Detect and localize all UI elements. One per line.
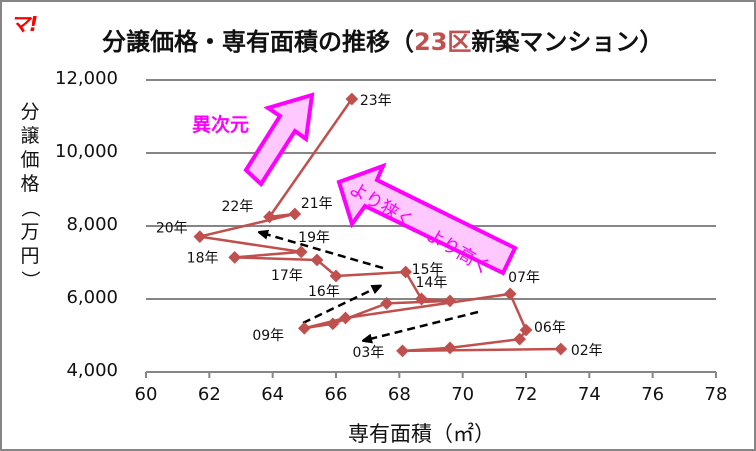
y-axis-label: 分譲価格（万円）	[19, 101, 41, 290]
data-point-label: 07年	[508, 270, 540, 286]
data-point-label: 17年	[271, 268, 303, 284]
title-suffix: 新築マンション）	[471, 28, 664, 56]
data-point-marker	[310, 253, 324, 267]
data-point-marker	[415, 292, 428, 306]
data-point-marker	[228, 251, 242, 264]
annotation-label-ijigen: 異次元	[192, 113, 249, 136]
data-point-marker	[345, 92, 359, 106]
y-tick-label: 4,000	[66, 360, 118, 381]
data-point-marker	[329, 269, 343, 283]
data-point-label: 03年	[353, 345, 385, 361]
logo: マ!	[10, 12, 38, 36]
x-tick-label: 76	[641, 384, 665, 405]
data-point-label: 09年	[252, 328, 284, 344]
x-tick-label: 60	[134, 384, 158, 405]
data-point-label: 23年	[360, 93, 392, 109]
data-point-label: 15年	[412, 262, 444, 278]
data-point-marker	[263, 210, 276, 224]
x-tick-label: 70	[451, 384, 475, 405]
y-tick-label: 8,000	[66, 214, 118, 235]
data-point-label: 14年	[416, 275, 448, 291]
data-point-marker	[399, 265, 413, 279]
data-point-marker	[503, 287, 517, 301]
x-tick-label: 62	[197, 384, 221, 405]
x-tick-label: 72	[514, 384, 538, 405]
chart-title: 分譲価格・専有面積の推移（23区新築マンション）	[102, 22, 663, 57]
arrow-right-middle	[302, 287, 378, 325]
title-prefix: 分譲価格・専有面積の推移（	[102, 28, 414, 56]
data-point-label: 18年	[187, 250, 219, 266]
data-point-marker	[339, 311, 352, 325]
data-point-marker	[288, 207, 302, 221]
y-tick-label: 10,000	[55, 141, 118, 162]
trend-arrows	[262, 233, 479, 340]
data-point-marker	[396, 344, 409, 358]
data-point-label: 20年	[156, 221, 188, 237]
data-point-label: 06年	[534, 320, 566, 336]
x-tick-label: 64	[261, 384, 285, 405]
data-point-marker	[554, 342, 568, 356]
x-tick-label: 66	[324, 384, 348, 405]
x-axis-label: 専有面積（㎡）	[348, 422, 495, 446]
y-tick-label: 12,000	[55, 68, 118, 89]
arrow-left-lower	[366, 310, 479, 340]
data-point-label: 22年	[222, 199, 254, 215]
x-axis	[145, 371, 717, 378]
data-point-marker	[294, 245, 308, 259]
x-tick-label: 74	[577, 384, 601, 405]
data-point-marker	[443, 294, 457, 308]
data-point-marker	[326, 317, 340, 331]
data-point-label: 02年	[571, 343, 603, 359]
x-tick-label: 78	[704, 384, 728, 405]
data-point-label: 21年	[301, 196, 333, 212]
y-tick-label: 6,000	[66, 287, 118, 308]
x-tick-label: 68	[387, 384, 411, 405]
data-point-label: 16年	[308, 284, 340, 300]
title-accent: 23区	[414, 28, 472, 56]
up-arrow-annotation: 異次元	[192, 92, 315, 188]
data-point-marker	[297, 321, 311, 335]
arrow-left-upper	[262, 233, 384, 270]
data-point-marker	[193, 230, 207, 243]
data-point-marker	[380, 297, 394, 310]
data-point-marker	[443, 341, 457, 355]
data-point-label: 19年	[298, 230, 330, 246]
